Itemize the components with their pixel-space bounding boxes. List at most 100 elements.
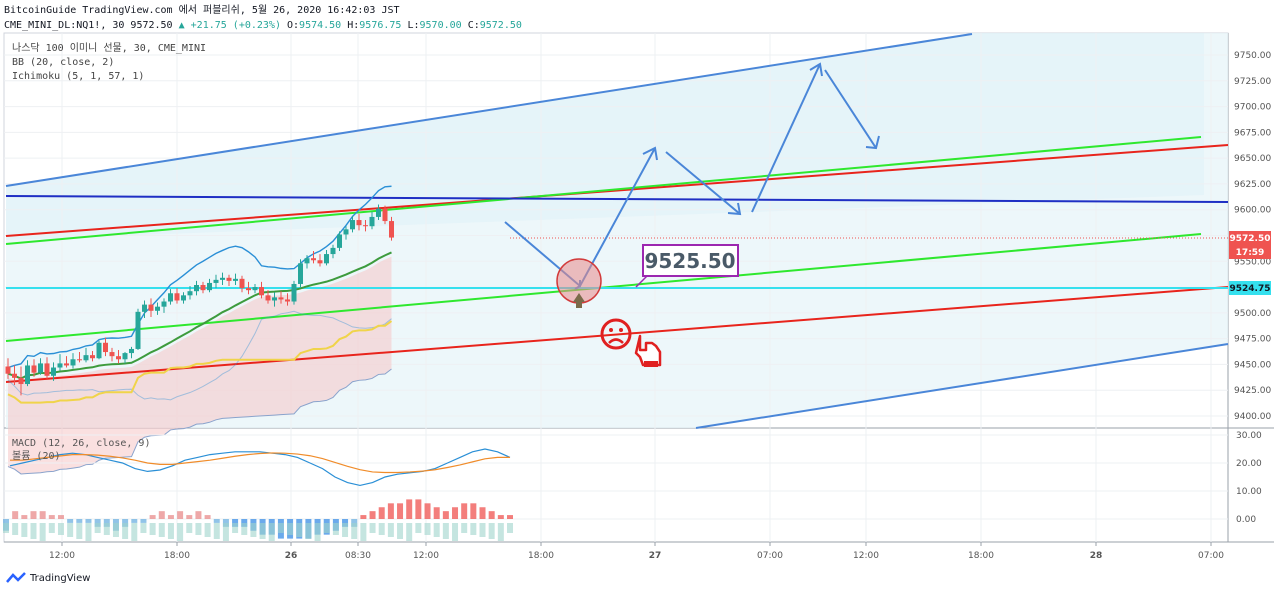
- candle-body: [194, 285, 199, 292]
- svg-text:9524.75: 9524.75: [1230, 284, 1271, 294]
- callout-text: 9525.50: [644, 249, 735, 273]
- bb-lower-band: [7, 310, 392, 401]
- candle: [181, 292, 186, 304]
- candle-body: [109, 352, 115, 357]
- close-value: 9572.50: [479, 20, 522, 31]
- volume-bar: [3, 523, 9, 533]
- candle: [18, 366, 24, 396]
- sad-face-icon: [600, 318, 632, 350]
- time-tick-label: 18:00: [968, 551, 994, 561]
- open-value: 9574.50: [299, 20, 342, 31]
- indicators: [7, 185, 393, 404]
- time-tick-label: 26: [285, 551, 298, 561]
- candle-body: [330, 247, 336, 255]
- volume-bar: [241, 523, 248, 535]
- candle: [389, 216, 394, 241]
- volume-bar: [479, 523, 486, 537]
- macd-histogram-bar: [204, 515, 211, 519]
- volume-bar: [452, 523, 459, 541]
- candle-body: [174, 293, 180, 301]
- macd-panel: [3, 434, 1228, 541]
- volume-bar: [360, 523, 367, 541]
- macd-histogram-bar: [461, 503, 468, 519]
- candle-body: [161, 301, 167, 307]
- candle: [226, 274, 232, 287]
- volume-bar: [76, 523, 83, 539]
- tradingview-logo[interactable]: TradingView: [6, 572, 90, 584]
- volume-bar: [342, 523, 349, 537]
- bb-upper-band: [7, 185, 392, 369]
- candle-body: [44, 363, 50, 376]
- candle-body: [5, 366, 11, 374]
- volume-bar: [232, 523, 239, 533]
- candles: [5, 204, 394, 396]
- candle-body: [122, 353, 128, 360]
- volume-bar: [470, 523, 477, 535]
- volume-bar: [507, 523, 513, 533]
- ichimoku-cloud-fill: [8, 256, 392, 474]
- candle: [116, 349, 121, 364]
- price-tick-label: 9725.00: [1234, 77, 1271, 87]
- volume-bar: [122, 523, 129, 539]
- ichimoku-span-line: [7, 368, 392, 475]
- candle: [44, 357, 50, 379]
- candle: [311, 250, 316, 264]
- volume-bar: [140, 523, 147, 533]
- low-label: L:: [407, 20, 420, 31]
- candle-body: [317, 260, 323, 264]
- candle: [96, 340, 102, 360]
- candle: [278, 291, 284, 304]
- candle-body: [324, 254, 329, 264]
- price-tick-label: 9700.00: [1234, 103, 1271, 113]
- price-tick-label: 9625.00: [1234, 180, 1271, 190]
- candle: [174, 288, 180, 304]
- macd-histogram-bar: [39, 511, 46, 519]
- volume-bar: [369, 523, 376, 533]
- volume-bar: [415, 523, 422, 533]
- volume-bar: [488, 523, 495, 539]
- candle: [168, 289, 173, 305]
- projection-arrowhead-1: [642, 146, 658, 161]
- volume-bar: [277, 523, 284, 533]
- volume-bar: [195, 523, 202, 535]
- candle: [135, 308, 141, 350]
- candle-body: [135, 311, 141, 349]
- volume-bar: [287, 523, 294, 535]
- price-tick-label: 9675.00: [1234, 128, 1271, 138]
- candle: [161, 298, 167, 313]
- macd-histogram-bar: [232, 519, 239, 527]
- candle-body: [239, 278, 245, 289]
- candle: [272, 292, 277, 307]
- candle: [239, 275, 245, 293]
- time-tick-label: 08:30: [345, 551, 371, 561]
- volume-legend-item[interactable]: 볼륨 (20): [12, 451, 61, 462]
- ichimoku-legend[interactable]: Ichimoku (5, 1, 57, 1): [12, 71, 145, 82]
- volume-bar: [332, 523, 339, 535]
- bb-legend[interactable]: BB (20, close, 2): [12, 57, 115, 68]
- macd-histogram-bar: [507, 515, 513, 519]
- candle-body: [278, 297, 284, 300]
- volume-bar: [222, 523, 229, 541]
- time-tick-label: 12:00: [49, 551, 75, 561]
- macd-legend-item[interactable]: MACD (12, 26, close, 9): [12, 438, 151, 449]
- macd-histogram-bar: [21, 515, 28, 519]
- candle: [298, 259, 303, 288]
- tradingview-logo-icon: [6, 572, 26, 583]
- candle-body: [376, 208, 381, 217]
- macd-histogram-bar: [369, 511, 376, 519]
- candle-body: [291, 283, 297, 302]
- candle: [148, 298, 154, 317]
- candle: [369, 211, 375, 230]
- main-legend: 나스닥 100 이미니 선물, 30, CME_MINI BB (20, clo…: [12, 42, 206, 84]
- macd-tick-label: 0.00: [1236, 515, 1256, 525]
- volume-bar: [497, 523, 504, 541]
- price-tick-label: 9750.00: [1234, 51, 1271, 61]
- macd-histogram-bar: [67, 519, 74, 523]
- price-callout: 9525.50: [635, 244, 739, 288]
- candle-body: [90, 355, 95, 359]
- macd-tick-label: 30.00: [1236, 431, 1262, 441]
- candle: [200, 281, 206, 294]
- candle: [57, 354, 63, 371]
- candle-body: [298, 263, 303, 284]
